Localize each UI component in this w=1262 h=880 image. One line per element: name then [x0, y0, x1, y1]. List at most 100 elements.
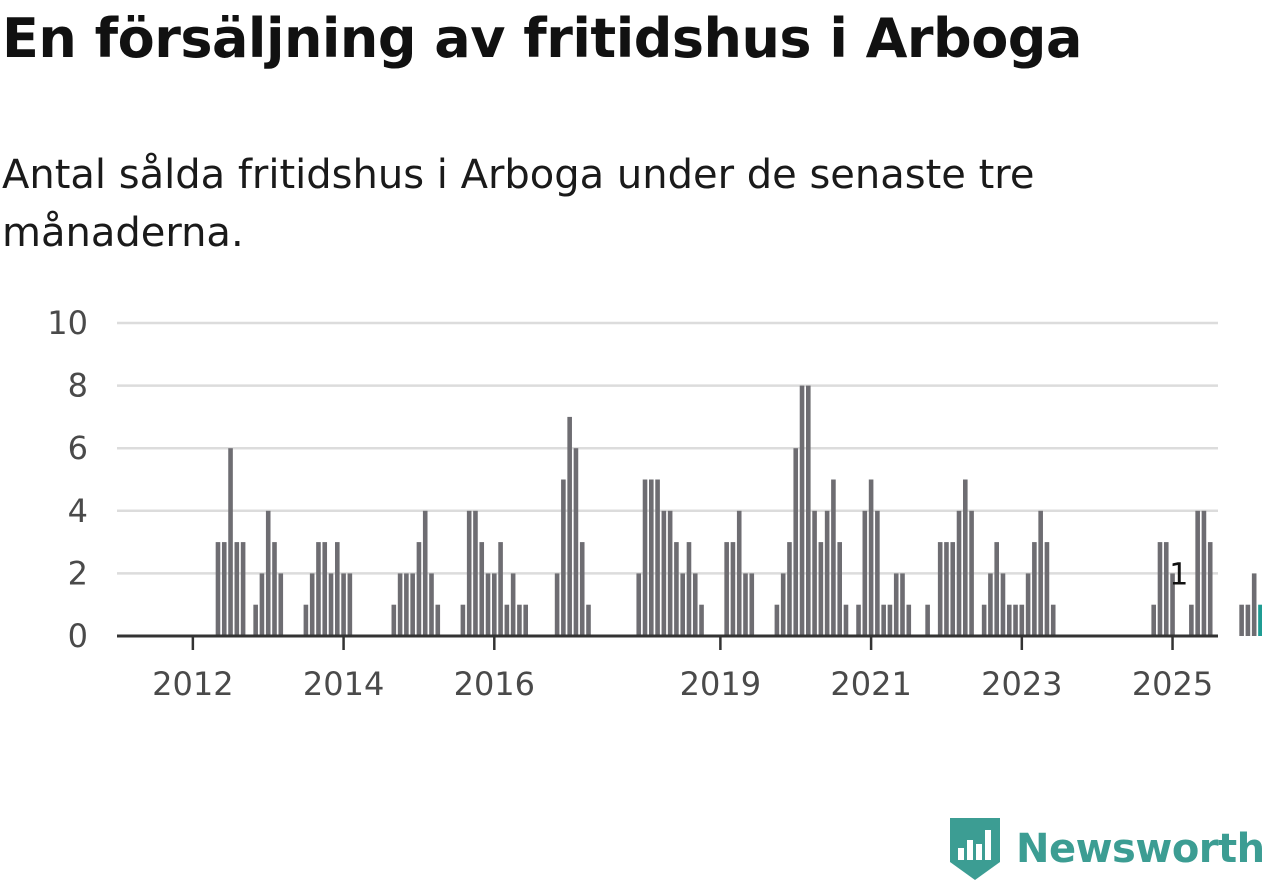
- annotation-label: 1: [1169, 558, 1188, 593]
- bar: [837, 542, 842, 636]
- bar: [812, 510, 817, 636]
- chart-subtitle: Antal sålda fritidshus i Arboga under de…: [2, 152, 1035, 256]
- bar: [391, 604, 397, 636]
- bar: [466, 510, 472, 636]
- bar: [473, 510, 478, 636]
- bar: [969, 510, 974, 636]
- bar: [1157, 542, 1163, 636]
- bar: [397, 573, 403, 636]
- bar: [1000, 573, 1006, 636]
- bar: [887, 604, 893, 636]
- bar: [736, 510, 742, 636]
- bar: [228, 448, 233, 636]
- bar: [1163, 542, 1169, 636]
- bar: [856, 604, 861, 636]
- bar: [937, 542, 943, 636]
- bar: [322, 542, 328, 636]
- y-axis-labels: 0 2 4 6 8 10: [47, 304, 88, 655]
- bar: [680, 573, 685, 636]
- bar: [234, 542, 240, 636]
- bar: [215, 542, 221, 636]
- bar: [875, 510, 880, 636]
- bar: [504, 604, 510, 636]
- bar: [799, 385, 805, 636]
- bar: [492, 573, 497, 636]
- bar: [265, 510, 271, 636]
- bar: [868, 479, 874, 636]
- newsworthy-icon: [950, 818, 1000, 880]
- bar: [818, 542, 824, 636]
- bar: [253, 604, 258, 636]
- y-tick-label: 8: [68, 367, 88, 405]
- bar: [1189, 604, 1194, 636]
- bar: [1019, 604, 1025, 636]
- chart-title: En försäljning av fritidshus i Arboga: [2, 7, 1082, 70]
- bar: [240, 542, 246, 636]
- bar: [667, 510, 673, 636]
- bar: [404, 573, 409, 636]
- bar: [988, 573, 993, 636]
- bar: [586, 604, 591, 636]
- bars: [215, 385, 1262, 636]
- bar: [994, 542, 999, 636]
- bar: [410, 573, 415, 636]
- bar: [309, 573, 315, 636]
- bar: [303, 604, 309, 636]
- bar: [1251, 573, 1257, 636]
- bar: [517, 604, 522, 636]
- bar: [806, 385, 811, 636]
- bar: [272, 542, 277, 636]
- y-tick-label: 2: [68, 554, 88, 592]
- bar: [906, 604, 912, 636]
- bar: [1050, 604, 1056, 636]
- bar: [793, 448, 799, 636]
- bar: [649, 479, 654, 636]
- bar: [1044, 542, 1050, 636]
- bar: [699, 604, 704, 636]
- bar: [1006, 604, 1012, 636]
- bar: [523, 604, 528, 636]
- bar: [1195, 510, 1200, 636]
- bar: [579, 542, 585, 636]
- bar: [881, 604, 886, 636]
- bar: [730, 542, 736, 636]
- bar: [944, 542, 949, 636]
- bar: [655, 479, 660, 636]
- x-axis-ticks: [191, 636, 1174, 650]
- bar: [1207, 542, 1213, 636]
- bar: [661, 510, 667, 636]
- bar: [862, 510, 868, 636]
- bar: [435, 604, 441, 636]
- x-tick-label: 2025: [1132, 665, 1213, 703]
- x-tick-label: 2021: [830, 665, 911, 703]
- bar: [460, 604, 466, 636]
- y-tick-label: 0: [68, 617, 88, 655]
- bar: [422, 510, 428, 636]
- bar: [956, 510, 962, 636]
- bar: [416, 542, 422, 636]
- bar: [316, 542, 321, 636]
- gridlines: [117, 321, 1218, 575]
- bar: [278, 573, 284, 636]
- bar: [963, 479, 968, 636]
- bar: [674, 542, 679, 636]
- bar: [479, 542, 485, 636]
- newsworthy-logo: Newsworthy: [950, 818, 1262, 880]
- y-tick-label: 6: [68, 429, 88, 467]
- bar: [510, 573, 516, 636]
- bar: [1245, 604, 1251, 636]
- bar: [749, 573, 755, 636]
- bar: [831, 479, 836, 636]
- bar: [824, 510, 830, 636]
- y-tick-label: 4: [68, 492, 88, 530]
- bar: [498, 542, 503, 636]
- annotations: 1: [1169, 558, 1188, 593]
- x-axis-labels: 2012 2014 2016 2019 2021 2023 2025: [152, 665, 1213, 703]
- bar: [893, 573, 899, 636]
- x-tick-label: 2023: [981, 665, 1062, 703]
- bar: [259, 573, 265, 636]
- bar: [1151, 604, 1156, 636]
- bar: [686, 542, 692, 636]
- bar: [221, 542, 227, 636]
- bar: [1170, 573, 1175, 636]
